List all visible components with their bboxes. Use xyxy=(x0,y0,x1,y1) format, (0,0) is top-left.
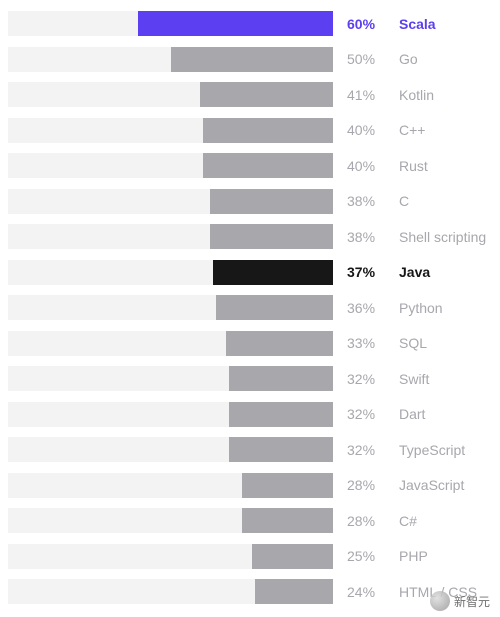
bar-label: Java xyxy=(399,264,430,280)
chart-row: 60% Scala xyxy=(8,6,492,42)
bar-fill xyxy=(216,295,333,320)
bar-track xyxy=(8,508,333,533)
bar-track xyxy=(8,224,333,249)
chart-row: 28% C# xyxy=(8,503,492,539)
bar-track xyxy=(8,544,333,569)
bar-fill xyxy=(200,82,333,107)
bar-fill xyxy=(255,579,333,604)
chart-row: 37% Java xyxy=(8,255,492,291)
watermark: 新智元 xyxy=(430,591,490,611)
bar-track xyxy=(8,295,333,320)
bar-label: C# xyxy=(399,513,417,529)
bar-percent: 25% xyxy=(347,548,385,564)
bar-percent: 37% xyxy=(347,264,385,280)
bar-label: Scala xyxy=(399,16,436,32)
bar-track xyxy=(8,473,333,498)
chart-row: 25% PHP xyxy=(8,539,492,575)
bar-fill xyxy=(210,224,334,249)
bar-fill xyxy=(210,189,334,214)
bar-label: C++ xyxy=(399,122,425,138)
bar-percent: 36% xyxy=(347,300,385,316)
bar-label: Dart xyxy=(399,406,425,422)
chart-row: 38% C xyxy=(8,184,492,220)
bar-percent: 24% xyxy=(347,584,385,600)
bar-percent: 32% xyxy=(347,442,385,458)
watermark-icon xyxy=(430,591,450,611)
watermark-text: 新智元 xyxy=(454,593,490,610)
bar-percent: 28% xyxy=(347,513,385,529)
bar-label: Go xyxy=(399,51,418,67)
bar-label: Shell scripting xyxy=(399,229,486,245)
bar-track xyxy=(8,118,333,143)
bar-percent: 40% xyxy=(347,122,385,138)
bar-label: JavaScript xyxy=(399,477,464,493)
bar-fill xyxy=(203,118,333,143)
bar-label: C xyxy=(399,193,409,209)
bar-label: Swift xyxy=(399,371,429,387)
bar-track xyxy=(8,402,333,427)
bar-percent: 28% xyxy=(347,477,385,493)
language-bar-chart: 60%Scala50%Go41%Kotlin40%C++40%Rust38%C3… xyxy=(8,6,492,610)
bar-fill xyxy=(242,508,333,533)
bar-label: PHP xyxy=(399,548,428,564)
bar-track xyxy=(8,260,333,285)
bar-track xyxy=(8,331,333,356)
chart-row: 40% C++ xyxy=(8,113,492,149)
chart-row: 41% Kotlin xyxy=(8,77,492,113)
chart-row: 32% TypeScript xyxy=(8,432,492,468)
bar-label: Kotlin xyxy=(399,87,434,103)
bar-fill xyxy=(229,437,333,462)
bar-label: Rust xyxy=(399,158,428,174)
bar-track xyxy=(8,189,333,214)
chart-row: 40% Rust xyxy=(8,148,492,184)
bar-fill xyxy=(203,153,333,178)
bar-label: Python xyxy=(399,300,443,316)
chart-row: 36% Python xyxy=(8,290,492,326)
bar-percent: 50% xyxy=(347,51,385,67)
bar-fill xyxy=(229,402,333,427)
bar-percent: 41% xyxy=(347,87,385,103)
chart-row: 38% Shell scripting xyxy=(8,219,492,255)
bar-label: SQL xyxy=(399,335,427,351)
bar-label: TypeScript xyxy=(399,442,465,458)
bar-percent: 32% xyxy=(347,371,385,387)
bar-fill xyxy=(242,473,333,498)
bar-percent: 38% xyxy=(347,193,385,209)
bar-track xyxy=(8,153,333,178)
bar-percent: 40% xyxy=(347,158,385,174)
chart-row: 28% JavaScript xyxy=(8,468,492,504)
chart-row: 32% Dart xyxy=(8,397,492,433)
bar-fill xyxy=(229,366,333,391)
bar-track xyxy=(8,366,333,391)
bar-percent: 33% xyxy=(347,335,385,351)
bar-percent: 60% xyxy=(347,16,385,32)
chart-row: 32% Swift xyxy=(8,361,492,397)
bar-percent: 32% xyxy=(347,406,385,422)
chart-row: 24%HTML / CSS xyxy=(8,574,492,610)
bar-fill xyxy=(171,47,334,72)
bar-fill xyxy=(138,11,333,36)
bar-track xyxy=(8,579,333,604)
bar-fill xyxy=(226,331,333,356)
bar-fill xyxy=(252,544,333,569)
chart-row: 33% SQL xyxy=(8,326,492,362)
bar-track xyxy=(8,47,333,72)
bar-fill xyxy=(213,260,333,285)
bar-track xyxy=(8,437,333,462)
bar-track xyxy=(8,82,333,107)
bar-percent: 38% xyxy=(347,229,385,245)
bar-track xyxy=(8,11,333,36)
chart-row: 50% Go xyxy=(8,42,492,78)
